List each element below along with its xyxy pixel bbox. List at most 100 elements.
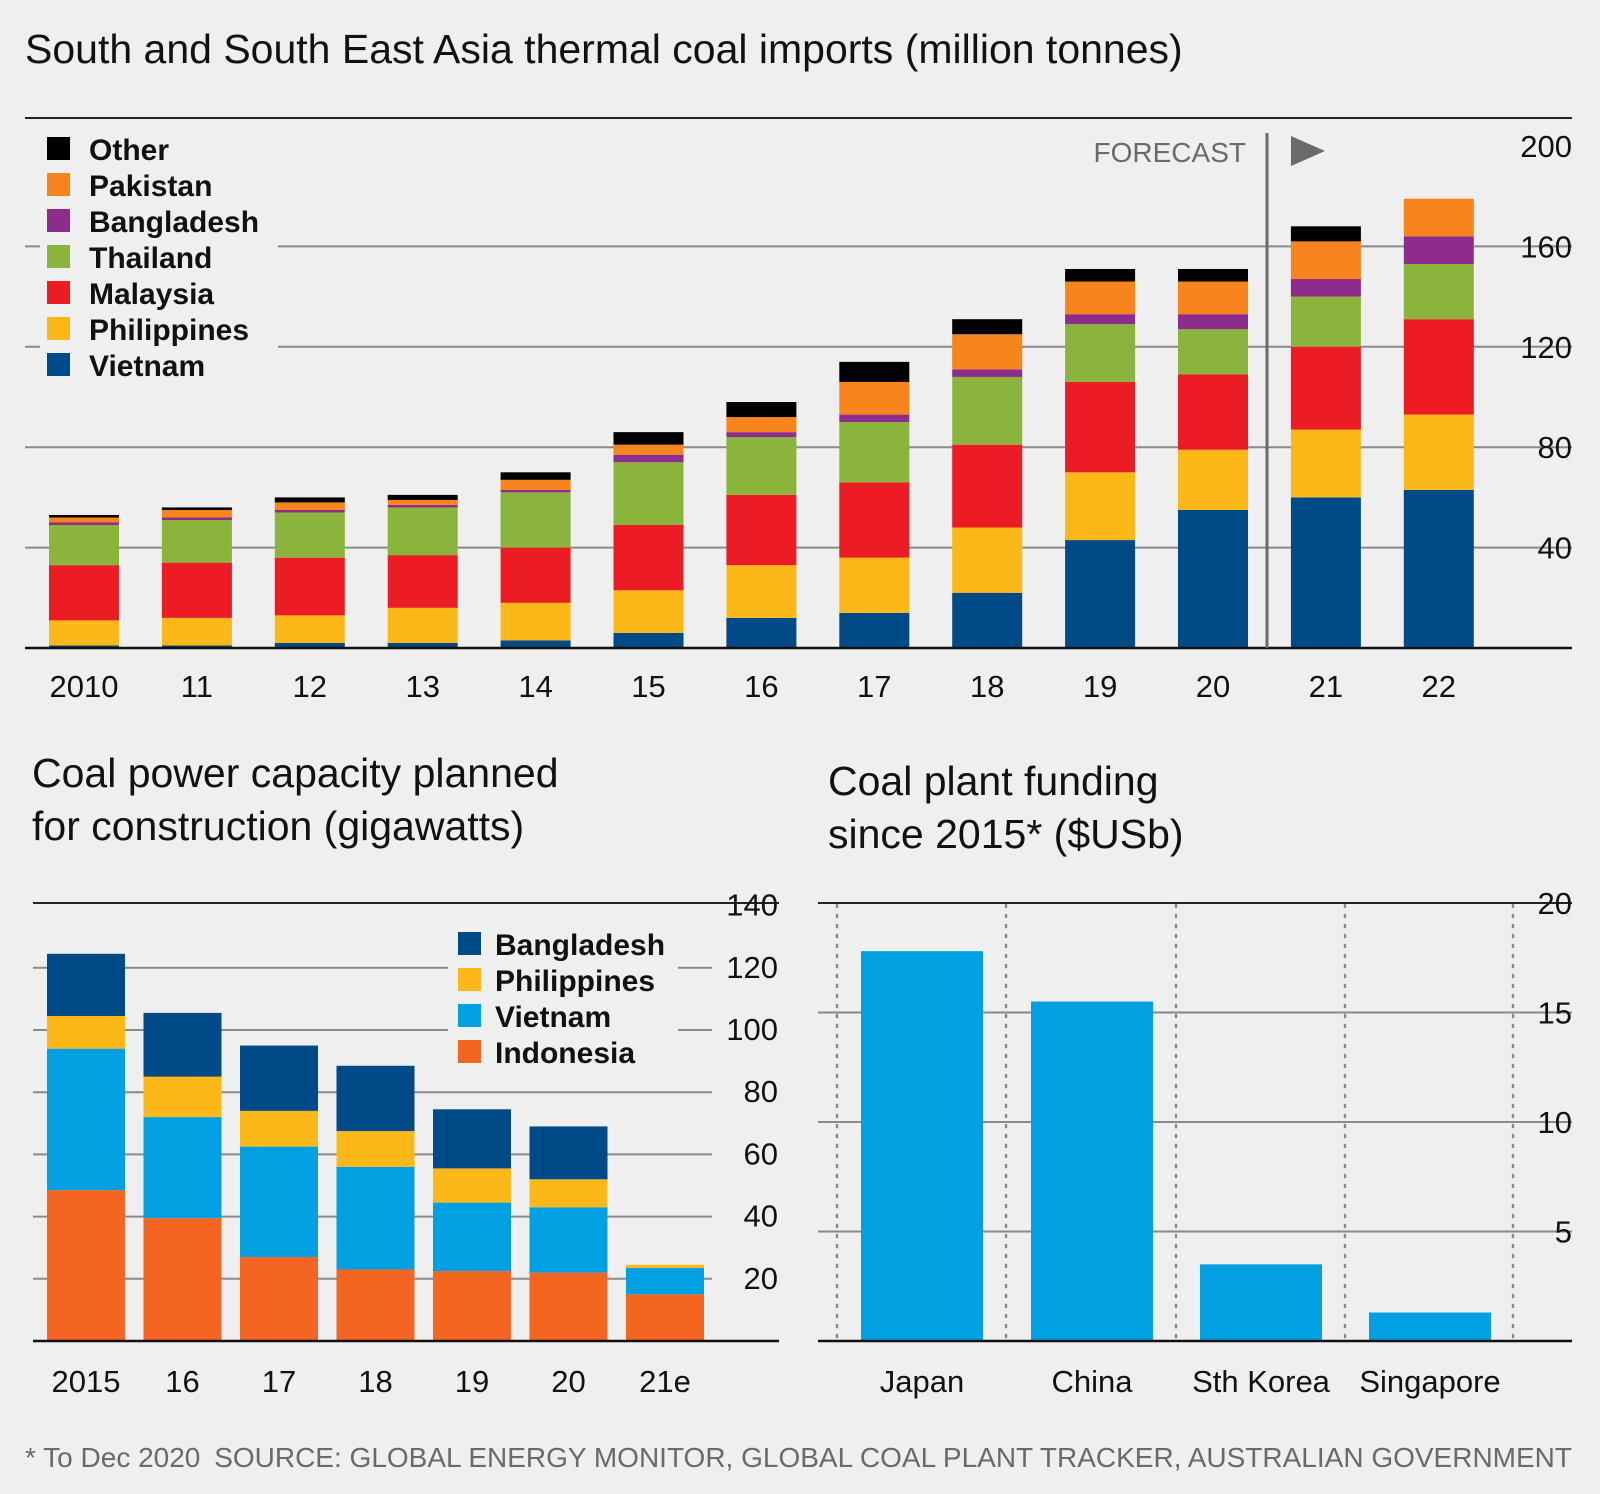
bar-15-philippines <box>613 590 684 633</box>
x-label-14: 14 <box>518 669 552 704</box>
bar-16-bangladesh <box>726 432 797 438</box>
bar-21e-vietnam <box>626 1267 704 1295</box>
bar-18-philippines <box>336 1131 415 1167</box>
y-tick-80: 80 <box>744 1074 778 1109</box>
bar-14-malaysia <box>500 547 571 603</box>
x-label-17: 17 <box>857 669 891 704</box>
bar-17-thailand <box>839 422 910 483</box>
y-tick-20: 20 <box>744 1261 778 1296</box>
y-tick-120: 120 <box>726 950 778 985</box>
bar-22-pakistan <box>1403 198 1474 237</box>
bar-2010-philippines <box>49 620 119 646</box>
bar-20-pakistan <box>1178 281 1248 315</box>
y-tick-160: 160 <box>1520 229 1572 264</box>
bar-17-philippines <box>839 557 910 613</box>
bar-14-pakistan <box>500 479 571 490</box>
bar-2010-other <box>49 514 119 518</box>
bar-21e-philippines <box>626 1264 704 1268</box>
coal-imports-y-ticks: 40 80 120 160 200 <box>1520 129 1572 566</box>
bar-20-thailand <box>1178 329 1248 375</box>
bar-18-vietnam <box>336 1166 415 1270</box>
bar-19-pakistan <box>1065 281 1136 315</box>
bar-20-bangladesh <box>1178 314 1248 330</box>
y-tick-40: 40 <box>744 1199 778 1234</box>
bar-13-pakistan <box>387 499 458 505</box>
forecast-arrow-icon <box>1291 136 1325 166</box>
bar-17-philippines <box>240 1110 318 1147</box>
footnote: * To Dec 2020 <box>25 1442 200 1473</box>
bar-14-thailand <box>500 492 571 548</box>
legend-swatch-bangladesh <box>458 932 481 955</box>
x-label-2015: 2015 <box>52 1364 121 1399</box>
bar-14-philippines <box>500 602 571 641</box>
bar-21-philippines <box>1290 429 1361 498</box>
bar-19-thailand <box>1065 324 1136 382</box>
bar-14-bangladesh <box>500 489 571 493</box>
bar-21-malaysia <box>1290 346 1361 430</box>
bar-2010-pakistan <box>49 517 119 523</box>
bar-17-vietnam <box>839 612 910 648</box>
coal-imports-title: South and South East Asia thermal coal i… <box>25 26 1183 72</box>
y-tick-140: 140 <box>726 888 778 923</box>
bar-14-other <box>500 472 571 480</box>
legend-swatch-indonesia <box>458 1040 481 1063</box>
bar-2010-vietnam <box>49 645 119 648</box>
bar-17-other <box>839 361 910 382</box>
bar-22-vietnam <box>1403 489 1474 648</box>
bar-11-thailand <box>161 519 232 563</box>
bar-18-indonesia <box>336 1269 415 1341</box>
capacity-x-labels: 2015 16 17 18 19 20 21e <box>52 1364 691 1399</box>
bar-19-philippines <box>433 1168 511 1203</box>
legend-background <box>40 128 278 384</box>
y-tick-5: 5 <box>1555 1215 1572 1250</box>
bar-15-vietnam <box>613 632 684 648</box>
legend-label-philippines: Philippines <box>89 314 249 347</box>
bar-18-bangladesh <box>336 1065 415 1132</box>
capacity-title-line2: for construction (gigawatts) <box>32 803 524 849</box>
bar-21-vietnam <box>1290 497 1361 648</box>
bar-21-bangladesh <box>1290 279 1361 297</box>
legend-swatch-philippines <box>47 317 70 340</box>
bar-12-philippines <box>274 615 345 643</box>
bar-18-other <box>952 319 1023 335</box>
bar-17-malaysia <box>839 482 910 558</box>
x-label-20: 20 <box>551 1364 585 1399</box>
funding-title-line1: Coal plant funding <box>828 758 1159 804</box>
bar-20-other <box>1178 268 1248 282</box>
bar-2015-vietnam <box>47 1048 125 1191</box>
y-tick-60: 60 <box>744 1136 778 1171</box>
bar-18-bangladesh <box>952 369 1023 377</box>
bar-20-philippines <box>1178 449 1248 510</box>
bar-13-other <box>387 494 458 500</box>
bar-19-malaysia <box>1065 381 1136 473</box>
y-tick-200: 200 <box>1520 129 1572 164</box>
bar-16-philippines <box>143 1076 222 1118</box>
coal-imports-legend: OtherPakistanBangladeshThailandMalaysiaP… <box>40 128 278 384</box>
y-tick-10: 10 <box>1538 1105 1572 1140</box>
bar-17-indonesia <box>240 1257 318 1341</box>
bar-15-malaysia <box>613 525 684 591</box>
legend-swatch-pakistan <box>47 173 70 196</box>
x-label-11: 11 <box>181 669 213 704</box>
bar-14-vietnam <box>500 640 571 648</box>
bar-13-vietnam <box>387 642 458 648</box>
bar-15-thailand <box>613 462 684 526</box>
x-label-19: 19 <box>455 1364 489 1399</box>
x-label-21e: 21e <box>639 1364 691 1399</box>
bar-15-pakistan <box>613 444 684 455</box>
bar-21e-indonesia <box>626 1294 704 1341</box>
bar-20-vietnam <box>1178 509 1248 648</box>
bar-17-bangladesh <box>240 1045 318 1111</box>
x-label-19: 19 <box>1083 669 1117 704</box>
coal-imports-x-labels: 2010 11 12 13 14 15 16 17 18 19 20 21 22 <box>50 669 1457 704</box>
legend-label-bangladesh: Bangladesh <box>495 929 665 962</box>
bar-11-philippines <box>161 617 232 646</box>
x-label-13: 13 <box>405 669 439 704</box>
bar-15-other <box>613 432 684 445</box>
legend-label-other: Other <box>89 134 169 167</box>
x-label-22: 22 <box>1422 669 1456 704</box>
bar-13-philippines <box>387 607 458 643</box>
bar-2015-philippines <box>47 1016 125 1049</box>
bar-12-other <box>274 497 345 503</box>
